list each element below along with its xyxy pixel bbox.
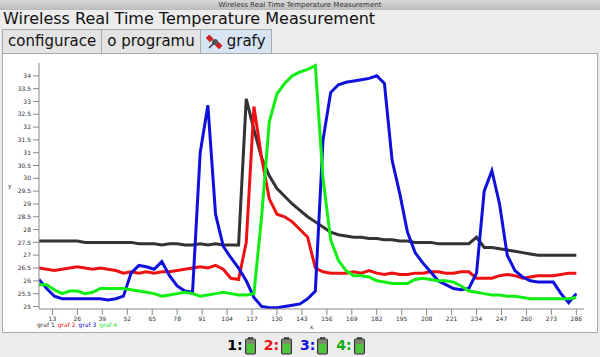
svg-text:117: 117 xyxy=(246,315,258,322)
svg-text:25.5: 25.5 xyxy=(18,290,32,297)
svg-text:39: 39 xyxy=(98,315,107,323)
html-text:grafy: grafy xyxy=(226,32,266,50)
html-text:configurace: configurace xyxy=(8,32,97,50)
svg-text:32: 32 xyxy=(23,123,31,130)
svg-text:29.5: 29.5 xyxy=(18,187,32,194)
svg-text:130: 130 xyxy=(271,315,283,322)
svg-text:25: 25 xyxy=(23,303,31,310)
svg-text:234: 234 xyxy=(471,315,483,322)
svg-text:286: 286 xyxy=(571,315,583,322)
svg-text:169: 169 xyxy=(346,315,358,322)
svg-text:26.5: 26.5 xyxy=(18,264,32,271)
svg-text:104: 104 xyxy=(221,315,233,322)
svg-text:31.5: 31.5 xyxy=(18,136,32,143)
svg-text:52: 52 xyxy=(123,315,131,322)
html-text:Wireless Real Time Temperature: Wireless Real Time Temperature Measureme… xyxy=(218,1,382,9)
html-text:4:: 4: xyxy=(336,337,352,353)
html-text:o programu: o programu xyxy=(107,32,195,50)
svg-text:33: 33 xyxy=(23,98,31,105)
svg-text:260: 260 xyxy=(521,315,533,322)
html-text:Wireless Real Time Temperature: Wireless Real Time Temperature Measureme… xyxy=(3,9,376,28)
svg-text:273: 273 xyxy=(546,315,558,322)
svg-text:91: 91 xyxy=(198,315,206,322)
html-text:graf 1 graf 2 graf 3 graf 4: graf 1 graf 2 graf 3 graf 4 xyxy=(37,321,118,328)
svg-text:208: 208 xyxy=(421,315,433,322)
svg-text:y: y xyxy=(8,182,12,190)
svg-text:33.5: 33.5 xyxy=(18,85,32,92)
svg-text:27.5: 27.5 xyxy=(18,239,32,246)
svg-text:26: 26 xyxy=(73,315,82,323)
svg-text:221: 221 xyxy=(446,315,458,322)
html-text:2:: 2: xyxy=(263,337,279,353)
svg-text:27: 27 xyxy=(23,251,31,258)
svg-text:156: 156 xyxy=(321,315,333,322)
svg-text:247: 247 xyxy=(496,315,508,322)
svg-text:13: 13 xyxy=(48,315,57,323)
html-text:3:: 3: xyxy=(300,337,316,353)
svg-text:143: 143 xyxy=(296,315,308,322)
svg-text:28.5: 28.5 xyxy=(18,213,32,220)
svg-text:26: 26 xyxy=(23,277,31,284)
svg-text:28: 28 xyxy=(23,226,31,233)
svg-text:195: 195 xyxy=(396,315,408,322)
svg-text:34: 34 xyxy=(23,72,31,79)
svg-text:30.5: 30.5 xyxy=(18,162,32,169)
svg-text:32.5: 32.5 xyxy=(18,110,32,117)
svg-text:78: 78 xyxy=(173,315,181,322)
svg-text:182: 182 xyxy=(371,315,383,322)
svg-text:x: x xyxy=(310,323,314,329)
svg-text:30: 30 xyxy=(23,174,31,181)
svg-text:31: 31 xyxy=(23,149,31,156)
html-text:1:: 1: xyxy=(227,337,243,353)
svg-text:65: 65 xyxy=(148,315,156,322)
svg-text:29: 29 xyxy=(23,200,31,207)
